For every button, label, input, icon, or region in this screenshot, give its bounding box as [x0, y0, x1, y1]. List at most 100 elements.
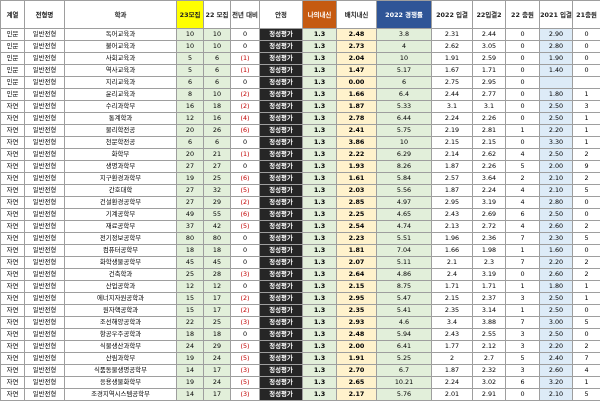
cell-change[interactable]: (3) [230, 316, 260, 329]
cell-quota-2022[interactable]: 24 [203, 376, 231, 389]
cell-cutoff-2021[interactable]: 2.50 [539, 292, 573, 305]
cell-cutoff-2022[interactable]: 2.14 [431, 148, 473, 161]
cell-my-grade[interactable]: 1.3 [302, 376, 337, 389]
cell-admission-type[interactable]: 일반전형 [24, 340, 65, 353]
cell-quota-2023[interactable]: 5 [176, 64, 204, 77]
cell-department[interactable]: 컴퓨터공학부 [64, 244, 177, 257]
cell-quota-2023[interactable]: 27 [176, 184, 204, 197]
cell-competition-2022[interactable]: 5.17 [376, 64, 432, 77]
cell-my-grade[interactable]: 1.3 [302, 340, 337, 353]
cell-evaluation[interactable]: 정성평가 [259, 220, 303, 233]
cell-track[interactable]: 자연 [0, 256, 25, 269]
cell-placement-grade[interactable]: 1.47 [336, 64, 377, 77]
cell-competition-2022[interactable]: 4 [376, 40, 432, 53]
table-row[interactable]: 자연 일반전형 기계공학부 49 55 (6) 정성평가 1.3 2.25 4.65 2.43 2.6… [0, 208, 600, 221]
table-row[interactable]: 자연 일반전형 산림과학부 19 24 (5) 정성평가 1.3 1.91 5.25 2 2.7 5 2.… [0, 352, 600, 365]
cell-quota-2022[interactable]: 17 [203, 364, 231, 377]
cell-cutoff-2021[interactable]: 1.60 [539, 244, 573, 257]
cell-change[interactable]: 0 [230, 328, 260, 341]
cell-admission-type[interactable]: 일반전형 [24, 256, 65, 269]
cell-quota-2022[interactable]: 32 [203, 184, 231, 197]
cell-admission-type[interactable]: 일반전형 [24, 388, 65, 401]
cell-placement-grade[interactable]: 2.48 [336, 328, 377, 341]
cell-cutoff-2022-2[interactable]: 2.55 [472, 328, 506, 341]
cell-admission-type[interactable]: 일반전형 [24, 172, 65, 185]
cell-track[interactable]: 자연 [0, 160, 25, 173]
cell-evaluation[interactable]: 정성평가 [259, 316, 303, 329]
cell-cutoff-2022-2[interactable]: 2.44 [472, 28, 506, 41]
cell-refill-2022[interactable]: 7 [505, 256, 540, 269]
cell-placement-grade[interactable]: 2.65 [336, 376, 377, 389]
cell-cutoff-2021[interactable]: 1.90 [539, 52, 573, 65]
cell-cutoff-2022[interactable]: 2.4 [431, 268, 473, 281]
cell-quota-2023[interactable]: 24 [176, 340, 204, 353]
cell-cutoff-2022[interactable]: 2.13 [431, 220, 473, 233]
cell-evaluation[interactable]: 정성평가 [259, 100, 303, 113]
cell-department[interactable]: 건축학과 [64, 268, 177, 281]
cell-cutoff-2021[interactable]: 2.20 [539, 124, 573, 137]
table-row[interactable]: 자연 일반전형 에너지자원공학과 15 17 (2) 정성평가 1.3 2.95 5.47 2.15… [0, 292, 600, 305]
cell-placement-grade[interactable]: 2.04 [336, 52, 377, 65]
cell-my-grade[interactable]: 1.3 [302, 208, 337, 221]
cell-placement-grade[interactable]: 2.48 [336, 28, 377, 41]
cell-track[interactable]: 자연 [0, 316, 25, 329]
cell-my-grade[interactable]: 1.3 [302, 280, 337, 293]
cell-change[interactable]: 0 [230, 76, 260, 89]
cell-evaluation[interactable]: 정성평가 [259, 268, 303, 281]
cell-quota-2022[interactable]: 10 [203, 88, 231, 101]
table-row[interactable]: 자연 일반전형 전기정보공학부 80 80 0 정성평가 1.3 2.23 5.51 1.96 2.3… [0, 232, 600, 245]
cell-placement-grade[interactable]: 0.00 [336, 76, 377, 89]
cell-track[interactable]: 자연 [0, 172, 25, 185]
cell-department[interactable]: 통계학과 [64, 112, 177, 125]
cell-competition-2022[interactable]: 4.6 [376, 316, 432, 329]
cell-cutoff-2022[interactable]: 1.87 [431, 160, 473, 173]
cell-my-grade[interactable]: 1.3 [302, 172, 337, 185]
cell-track[interactable]: 자연 [0, 232, 25, 245]
cell-department[interactable]: 전기정보공학부 [64, 232, 177, 245]
cell-placement-grade[interactable]: 2.35 [336, 304, 377, 317]
cell-refill-2022[interactable]: 1 [505, 124, 540, 137]
cell-cutoff-2021[interactable]: 2.50 [539, 328, 573, 341]
cell-cutoff-2022[interactable]: 1.87 [431, 184, 473, 197]
cell-department[interactable]: 불어교육과 [64, 40, 177, 53]
cell-refill-2022[interactable]: 4 [505, 184, 540, 197]
cell-placement-grade[interactable]: 3.86 [336, 136, 377, 149]
cell-cutoff-2021[interactable]: 2.00 [539, 160, 573, 173]
cell-competition-2022[interactable]: 6.41 [376, 340, 432, 353]
cell-admission-type[interactable]: 일반전형 [24, 280, 65, 293]
cell-quota-2023[interactable]: 12 [176, 112, 204, 125]
cell-department[interactable]: 조선해양공학과 [64, 316, 177, 329]
cell-competition-2022[interactable]: 4.97 [376, 196, 432, 209]
cell-placement-grade[interactable]: 2.78 [336, 112, 377, 125]
cell-evaluation[interactable]: 정성평가 [259, 184, 303, 197]
cell-refill-2021[interactable]: 2 [572, 256, 600, 269]
cell-cutoff-2021[interactable]: 2.10 [539, 388, 573, 401]
cell-refill-2021[interactable]: 0 [572, 40, 600, 53]
cell-placement-grade[interactable]: 2.15 [336, 280, 377, 293]
cell-quota-2022[interactable]: 18 [203, 244, 231, 257]
cell-track[interactable]: 인문 [0, 52, 25, 65]
cell-track[interactable]: 자연 [0, 148, 25, 161]
cell-department[interactable]: 사회교육과 [64, 52, 177, 65]
cell-cutoff-2022-2[interactable]: 2.77 [472, 88, 506, 101]
cell-refill-2021[interactable]: 2 [572, 268, 600, 281]
cell-department[interactable]: 천문학전공 [64, 136, 177, 149]
cell-department[interactable]: 지구환경과학부 [64, 172, 177, 185]
cell-quota-2023[interactable]: 27 [176, 196, 204, 209]
cell-admission-type[interactable]: 일반전형 [24, 136, 65, 149]
cell-my-grade[interactable]: 1.3 [302, 304, 337, 317]
table-row[interactable]: 자연 일반전형 건설환경공학부 27 29 (2) 정성평가 1.3 2.85 4.97 2.95 3… [0, 196, 600, 209]
cell-quota-2022[interactable]: 27 [203, 160, 231, 173]
cell-my-grade[interactable]: 1.3 [302, 28, 337, 41]
cell-cutoff-2022-2[interactable]: 2.3 [472, 256, 506, 269]
cell-cutoff-2022[interactable]: 2.57 [431, 172, 473, 185]
header-quota-2023[interactable]: 23모집 [176, 0, 204, 29]
cell-track[interactable]: 자연 [0, 388, 25, 401]
cell-evaluation[interactable]: 정성평가 [259, 160, 303, 173]
cell-cutoff-2021[interactable]: 2.60 [539, 364, 573, 377]
table-row[interactable]: 자연 일반전형 조선해양공학과 22 25 (3) 정성평가 1.3 2.93 4.6 3.4 3.8… [0, 316, 600, 329]
cell-quota-2022[interactable]: 45 [203, 256, 231, 269]
cell-quota-2022[interactable]: 17 [203, 304, 231, 317]
cell-admission-type[interactable]: 일반전형 [24, 376, 65, 389]
cell-track[interactable]: 자연 [0, 208, 25, 221]
